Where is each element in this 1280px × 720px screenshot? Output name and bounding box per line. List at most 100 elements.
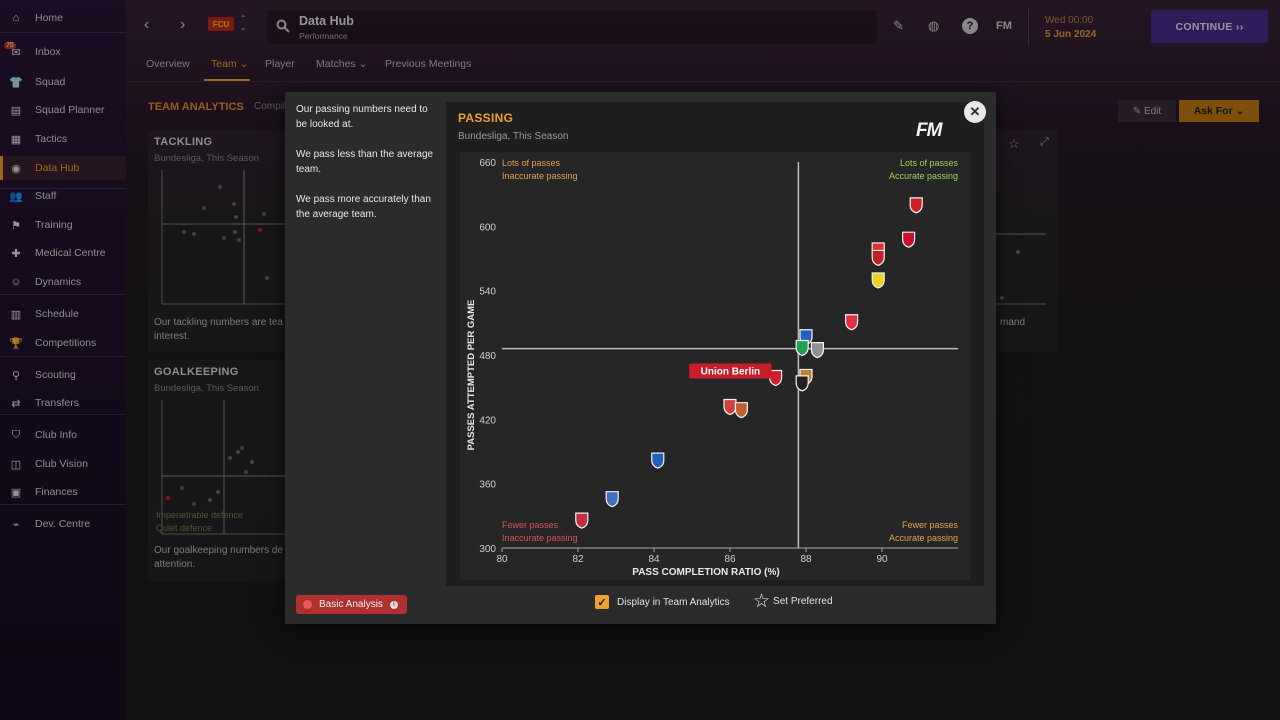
quadrant-label-top-left-2: Inaccurate passing	[502, 171, 578, 181]
goalkeeping-mini-chart	[161, 400, 288, 535]
ask-for-button[interactable]: Ask For ⌄	[1179, 100, 1259, 122]
sidebar-item-training[interactable]: ⚑ Training	[0, 213, 126, 237]
sidebar-item-club-vision[interactable]: ◫ Club Vision	[0, 452, 126, 476]
chart-panel: PASSING Bundesliga, This Season FM 80 82 8…	[446, 102, 984, 586]
sidebar-item-medical-centre[interactable]: ✚ Medical Centre	[0, 241, 126, 265]
sidebar-item-label: Dev. Centre	[35, 518, 91, 530]
sidebar-item-label: Dynamics	[35, 276, 82, 288]
basic-analysis-label: Basic Analysis	[319, 599, 383, 610]
forward-arrow-icon[interactable]: ›	[180, 16, 186, 33]
shirt-icon: 👕	[9, 76, 23, 89]
sidebar-separator	[0, 356, 126, 357]
sidebar-separator	[0, 32, 126, 33]
info-icon[interactable]: i	[389, 600, 398, 609]
goalkeeping-quadrant-label-2: Quiet defence	[156, 523, 213, 533]
star-icon[interactable]: ☆	[1008, 136, 1020, 151]
sidebar-item-finances[interactable]: ▣ Finances	[0, 480, 126, 504]
back-arrow-icon[interactable]: ‹	[144, 16, 150, 33]
tab-overview[interactable]: Overview	[146, 58, 190, 70]
y-tick-label: 300	[479, 544, 496, 555]
sidebar-item-club-info[interactable]: ⛉ Club Info	[0, 423, 126, 447]
tab-player[interactable]: Player	[265, 58, 295, 70]
dynamics-icon: ☺	[10, 276, 22, 288]
sidebar-item-label: Finances	[35, 486, 78, 498]
team-point	[575, 512, 589, 529]
team-point	[810, 342, 824, 359]
sidebar-item-squad-planner[interactable]: ▤ Squad Planner	[0, 98, 126, 122]
set-preferred-button[interactable]: ☆ Set Preferred	[753, 592, 833, 611]
sidebar-item-dynamics[interactable]: ☺ Dynamics	[0, 270, 126, 294]
y-axis-label: PASSES ATTEMPTED PER GAME	[466, 300, 477, 451]
team-point	[795, 339, 809, 357]
quadrant-label-bottom-right-2: Accurate passing	[889, 533, 958, 543]
club-badge[interactable]: FCU	[208, 17, 234, 31]
goalkeeping-card[interactable]: GOALKEEPING Bundesliga, This Season Impe…	[148, 360, 288, 582]
edit-button[interactable]: ✎ Edit	[1118, 100, 1176, 122]
club-switch-chevron-icon[interactable]: ⌃ ⌄	[240, 14, 247, 32]
right-card-description: mand	[1000, 317, 1026, 328]
tab-matches[interactable]: Matches ⌄	[316, 58, 368, 70]
right-mini-chart	[996, 233, 1046, 305]
chart-subtitle: Bundesliga, This Season	[458, 131, 569, 142]
sidebar-item-label: Squad	[35, 76, 66, 88]
sidebar-separator	[0, 188, 126, 189]
tackling-card[interactable]: TACKLING Bundesliga, This Season Our tac…	[148, 130, 288, 352]
sidebar-item-label: Staff	[35, 190, 57, 202]
fm-logo: FM	[916, 120, 942, 141]
fm-menu-icon[interactable]: FM	[996, 20, 1012, 32]
sidebar-item-tactics[interactable]: ▦ Tactics	[0, 127, 126, 151]
chart-title: PASSING	[458, 111, 514, 125]
passing-modal: Our passing numbers need to be looked at…	[285, 92, 996, 624]
display-in-team-analytics-checkbox[interactable]: ✓ Display in Team Analytics	[595, 595, 730, 609]
tab-previous-meetings[interactable]: Previous Meetings	[385, 58, 472, 70]
sidebar-item-competitions[interactable]: 🏆 Competitions	[0, 331, 126, 355]
clipboard-icon: ▤	[10, 104, 22, 117]
x-tick-label: 90	[876, 554, 888, 565]
goalkeeping-description: Our goalkeeping numbers de attention.	[154, 545, 283, 570]
x-tick-label: 80	[496, 554, 508, 565]
medical-icon: ✚	[11, 247, 21, 260]
close-button[interactable]: ✕	[964, 101, 986, 123]
sidebar-item-staff[interactable]: 👥 Staff	[0, 184, 126, 208]
sidebar-item-inbox[interactable]: ✉ Inbox 75	[0, 40, 126, 64]
sidebar-item-label: Data Hub	[35, 162, 80, 174]
quadrant-label-top-right-1: Lots of passes	[900, 158, 959, 168]
tab-team[interactable]: Team ⌄	[211, 58, 249, 70]
world-icon[interactable]: ◍	[928, 18, 940, 33]
shield-icon: ⛉	[11, 428, 21, 441]
x-tick-label: 84	[648, 554, 660, 565]
y-tick-label: 420	[479, 415, 496, 426]
date-day: 5 Jun 2024	[1045, 29, 1097, 40]
scouting-icon: ⚲	[11, 369, 21, 382]
inbox-icon: ✉	[11, 46, 21, 59]
sidebar-item-label: Tactics	[35, 133, 68, 145]
sidebar-item-label: Schedule	[35, 308, 79, 320]
help-icon[interactable]: ?	[962, 18, 978, 34]
sidebar-item-scouting[interactable]: ⚲ Scouting	[0, 363, 126, 387]
continue-button[interactable]: CONTINUE ››	[1151, 10, 1268, 43]
team-point	[902, 231, 916, 248]
quadrant-label-bottom-left-2: Inaccurate passing	[502, 533, 578, 543]
sidebar-item-home[interactable]: ⌂ Home	[0, 6, 126, 30]
goalkeeping-quadrant-label-1: Impenetrable defence	[156, 510, 244, 520]
search-title: Data Hub	[299, 14, 354, 28]
y-tick-label: 600	[479, 222, 496, 233]
sidebar-item-dev-centre[interactable]: ⌁ Dev. Centre	[0, 512, 126, 536]
right-card[interactable]: ☆ ⤢ mand	[996, 130, 1058, 352]
insight-line-2: We pass less than the average team.	[296, 149, 434, 175]
team-point	[871, 272, 885, 289]
search-box[interactable]: Data Hub Performance	[266, 9, 878, 45]
sidebar-item-schedule[interactable]: ▥ Schedule	[0, 302, 126, 326]
sidebar-item-squad[interactable]: 👕 Squad	[0, 70, 126, 94]
sidebar-item-data-hub[interactable]: ◉ Data Hub	[0, 156, 126, 180]
pencil-icon[interactable]: ✎	[893, 18, 904, 33]
insight-text: Our passing numbers need to be looked at…	[296, 102, 441, 237]
expand-icon[interactable]: ⤢	[1040, 136, 1049, 148]
active-tab-underline	[204, 79, 250, 81]
finances-icon: ▣	[10, 486, 22, 499]
x-tick-label: 86	[724, 554, 736, 565]
basic-analysis-button[interactable]: Basic Analysis i	[296, 595, 407, 614]
sidebar-item-label: Medical Centre	[35, 247, 106, 259]
sidebar-item-label: Training	[35, 219, 73, 231]
sidebar-item-transfers[interactable]: ⇄ Transfers	[0, 391, 126, 415]
